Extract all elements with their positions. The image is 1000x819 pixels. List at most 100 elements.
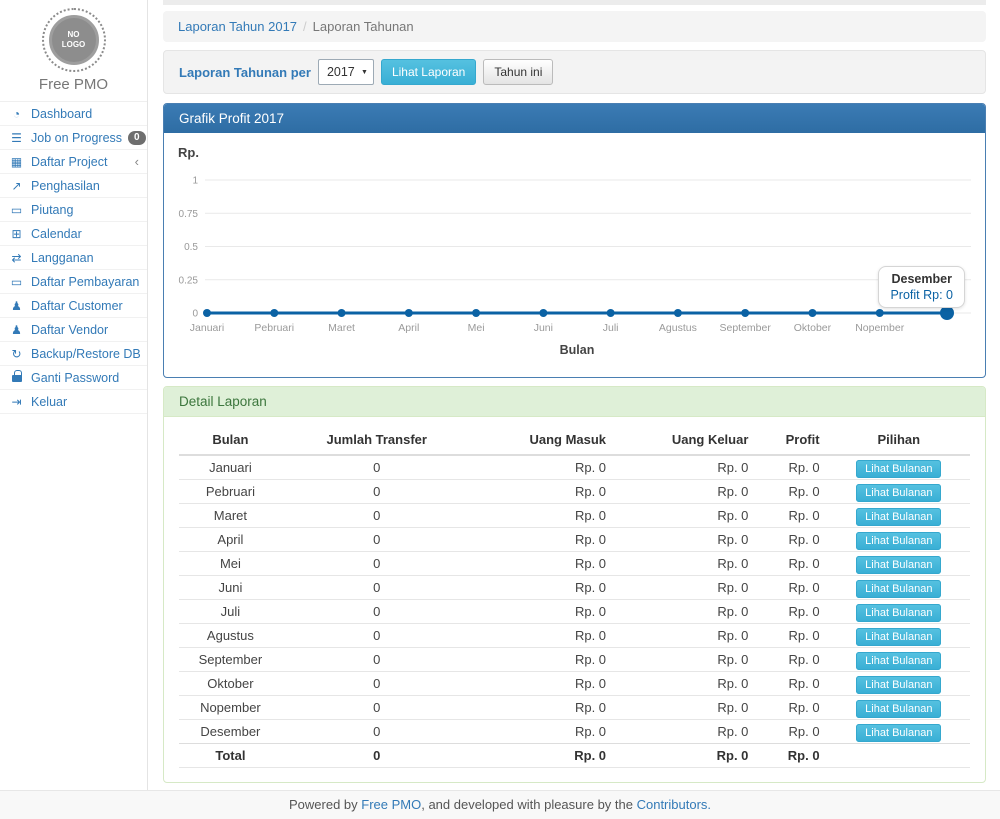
lihat-bulanan-button[interactable]: Lihat Bulanan	[856, 556, 941, 574]
data-point-juni[interactable]	[539, 309, 547, 317]
table-cell: Rp. 0	[614, 672, 756, 696]
sidebar-item-backup-restore-db[interactable]: ↻Backup/Restore DB	[0, 342, 147, 366]
lihat-bulanan-button[interactable]: Lihat Bulanan	[856, 532, 941, 550]
lihat-bulanan-button[interactable]: Lihat Bulanan	[856, 580, 941, 598]
table-cell: 0	[282, 480, 472, 504]
table-cell: Januari	[179, 455, 282, 480]
sidebar-menu: ◔Dashboard☰Job on Progress0▦Daftar Proje…	[0, 101, 147, 414]
table-cell: Rp. 0	[614, 455, 756, 480]
table-cell-action: Lihat Bulanan	[828, 648, 970, 672]
sidebar-item-label: Langganan	[31, 251, 94, 265]
table-total-cell: Rp. 0	[472, 744, 614, 768]
column-header-pilihan: Pilihan	[828, 425, 970, 455]
table-row: Nopember0Rp. 0Rp. 0Rp. 0Lihat Bulanan	[179, 696, 970, 720]
lihat-bulanan-button[interactable]: Lihat Bulanan	[856, 604, 941, 622]
breadcrumb-link-laporan-tahun[interactable]: Laporan Tahun 2017	[178, 19, 297, 34]
x-tick-label: Oktober	[794, 322, 832, 334]
sidebar-item-dashboard[interactable]: ◔Dashboard	[0, 102, 147, 126]
sidebar-item-label: Backup/Restore DB	[31, 347, 141, 361]
report-table: BulanJumlah TransferUang MasukUang Kelua…	[179, 425, 970, 768]
table-cell: Rp. 0	[614, 552, 756, 576]
data-point-nopember[interactable]	[876, 309, 884, 317]
profit-chart-panel: Grafik Profit 2017 Rp. 00.250.50.751Janu…	[163, 103, 986, 378]
table-cell-action: Lihat Bulanan	[828, 552, 970, 576]
table-row: Maret0Rp. 0Rp. 0Rp. 0Lihat Bulanan	[179, 504, 970, 528]
table-cell: Rp. 0	[472, 528, 614, 552]
breadcrumb-separator: /	[303, 19, 307, 34]
table-row: Desember0Rp. 0Rp. 0Rp. 0Lihat Bulanan	[179, 720, 970, 744]
x-tick-label: Januari	[190, 322, 224, 334]
sidebar-item-daftar-vendor[interactable]: ♟Daftar Vendor	[0, 318, 147, 342]
table-row: Agustus0Rp. 0Rp. 0Rp. 0Lihat Bulanan	[179, 624, 970, 648]
table-cell: Rp. 0	[756, 504, 827, 528]
data-point-maret[interactable]	[338, 309, 346, 317]
main-content: Laporan Tahun 2017/Laporan Tahunan Lapor…	[148, 0, 1000, 790]
profit-line-chart[interactable]: 00.250.50.751JanuariPebruariMaretAprilMe…	[178, 164, 973, 360]
table-cell: Rp. 0	[756, 480, 827, 504]
tahun-ini-button[interactable]: Tahun ini	[483, 59, 553, 85]
table-cell: 0	[282, 600, 472, 624]
lihat-bulanan-button[interactable]: Lihat Bulanan	[856, 508, 941, 526]
chart-tooltip-value: Profit Rp: 0	[890, 288, 953, 302]
sidebar-item-label: Job on Progress	[31, 131, 122, 145]
x-tick-label: Mei	[468, 322, 485, 334]
footer-link-free-pmo[interactable]: Free PMO	[361, 797, 421, 812]
table-cell-action: Lihat Bulanan	[828, 696, 970, 720]
sidebar-item-penghasilan[interactable]: ↗Penghasilan	[0, 174, 147, 198]
table-cell-action: Lihat Bulanan	[828, 528, 970, 552]
sidebar-item-daftar-project[interactable]: ▦Daftar Project‹	[0, 150, 147, 174]
lihat-bulanan-button[interactable]: Lihat Bulanan	[856, 724, 941, 742]
data-point-pebruari[interactable]	[270, 309, 278, 317]
y-tick-label: 0.25	[179, 276, 199, 287]
table-cell: Mei	[179, 552, 282, 576]
table-icon: ▦	[8, 155, 25, 169]
table-cell: Maret	[179, 504, 282, 528]
brand-name: Free PMO	[0, 76, 147, 93]
table-row: Juni0Rp. 0Rp. 0Rp. 0Lihat Bulanan	[179, 576, 970, 600]
data-point-juli[interactable]	[607, 309, 615, 317]
table-cell: 0	[282, 672, 472, 696]
data-point-januari[interactable]	[203, 309, 211, 317]
data-point-april[interactable]	[405, 309, 413, 317]
data-point-oktober[interactable]	[808, 309, 816, 317]
data-point-september[interactable]	[741, 309, 749, 317]
money-icon: ▭	[8, 203, 25, 217]
table-cell: Juni	[179, 576, 282, 600]
breadcrumb-current: Laporan Tahunan	[313, 19, 414, 34]
table-cell: Rp. 0	[472, 696, 614, 720]
footer-link-contributors[interactable]: Contributors.	[637, 797, 711, 812]
chart-panel-title: Grafik Profit 2017	[164, 104, 985, 133]
sidebar-item-piutang[interactable]: ▭Piutang	[0, 198, 147, 222]
sidebar-item-label: Keluar	[31, 395, 67, 409]
lihat-bulanan-button[interactable]: Lihat Bulanan	[856, 652, 941, 670]
x-tick-label: September	[719, 322, 771, 334]
data-point-mei[interactable]	[472, 309, 480, 317]
table-cell: Rp. 0	[614, 600, 756, 624]
table-cell: Rp. 0	[614, 528, 756, 552]
table-cell: 0	[282, 455, 472, 480]
sidebar-item-ganti-password[interactable]: Ganti Password	[0, 366, 147, 390]
sidebar-item-job-on-progress[interactable]: ☰Job on Progress0	[0, 126, 147, 150]
data-point-agustus[interactable]	[674, 309, 682, 317]
lihat-bulanan-button[interactable]: Lihat Bulanan	[856, 460, 941, 478]
lihat-bulanan-button[interactable]: Lihat Bulanan	[856, 484, 941, 502]
table-cell: Rp. 0	[614, 720, 756, 744]
x-tick-label: Juli	[603, 322, 619, 334]
sidebar-item-daftar-pembayaran[interactable]: ▭Daftar Pembayaran	[0, 270, 147, 294]
table-cell-action: Lihat Bulanan	[828, 504, 970, 528]
sidebar: NO LOGO Free PMO ◔Dashboard☰Job on Progr…	[0, 0, 148, 790]
sidebar-item-keluar[interactable]: ⇥Keluar	[0, 390, 147, 414]
detail-panel-body: BulanJumlah TransferUang MasukUang Kelua…	[164, 417, 985, 782]
sidebar-item-calendar[interactable]: ⊞Calendar	[0, 222, 147, 246]
lihat-bulanan-button[interactable]: Lihat Bulanan	[856, 700, 941, 718]
year-select[interactable]: 2017 ▼	[318, 59, 374, 85]
data-point-desember[interactable]	[940, 306, 954, 320]
sidebar-item-langganan[interactable]: ⇄Langganan	[0, 246, 147, 270]
table-cell: Rp. 0	[472, 600, 614, 624]
lihat-laporan-button[interactable]: Lihat Laporan	[381, 59, 476, 85]
lihat-bulanan-button[interactable]: Lihat Bulanan	[856, 628, 941, 646]
lihat-bulanan-button[interactable]: Lihat Bulanan	[856, 676, 941, 694]
table-cell: Rp. 0	[614, 648, 756, 672]
table-cell: Juli	[179, 600, 282, 624]
sidebar-item-daftar-customer[interactable]: ♟Daftar Customer	[0, 294, 147, 318]
